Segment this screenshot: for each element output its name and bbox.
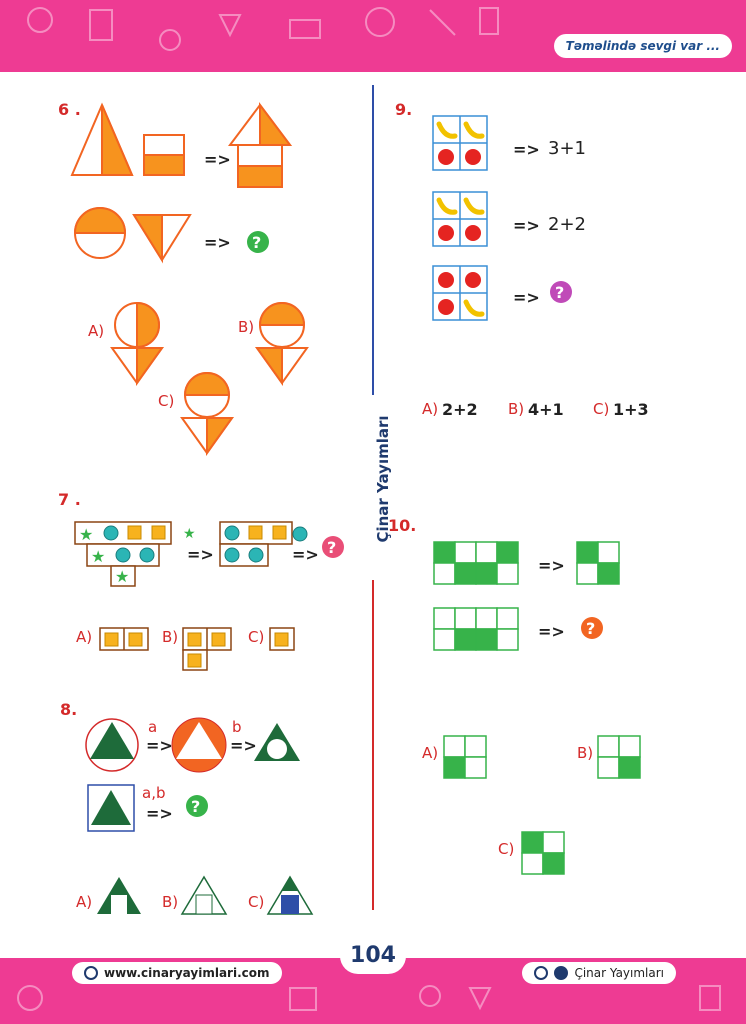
question-mark-icon: ? (247, 231, 269, 253)
q8-option-c-figure (266, 875, 314, 915)
question-mark-icon: ? (581, 617, 603, 639)
q10-option-a-figure (443, 735, 487, 779)
q8-label-b: b (232, 718, 242, 736)
q6-option-a-figure (110, 301, 164, 387)
q10-option-c[interactable]: C) (498, 840, 515, 858)
social-text: Çinar Yayımları (574, 966, 664, 980)
q10-number: 10. (388, 516, 417, 535)
q10-option-b-figure (597, 735, 641, 779)
q8-option-a[interactable]: A) (76, 893, 93, 911)
q8-option-c[interactable]: C) (248, 893, 265, 911)
website-link[interactable]: www.cinaryayimlari.com (72, 962, 282, 984)
q7-number: 7 . (58, 490, 81, 509)
svg-text:★: ★ (183, 526, 196, 542)
facebook-icon (554, 966, 569, 980)
q7-shapes: ★ ★ ★ ★ (79, 525, 308, 586)
svg-text:?: ? (555, 283, 564, 302)
q6-option-b-figure (255, 302, 309, 387)
q6-option-b[interactable]: B) (238, 318, 255, 336)
q8-label-ab: a,b (142, 784, 166, 802)
q8-number: 8. (60, 700, 78, 719)
svg-text:★: ★ (115, 567, 129, 586)
q6-option-c[interactable]: C) (158, 392, 175, 410)
q9-number: 9. (395, 100, 413, 119)
globe-icon (84, 966, 98, 980)
q10-option-a[interactable]: A) (422, 744, 439, 762)
q9-option-b-label[interactable]: B) (508, 400, 525, 418)
website-text: www.cinaryayimlari.com (104, 966, 270, 980)
q8-option-b[interactable]: B) (162, 893, 179, 911)
q9-option-a-value: 2+2 (442, 400, 478, 419)
q6-down-triangle (132, 214, 192, 264)
q8-triangle-circle (254, 723, 300, 761)
svg-text:★: ★ (91, 547, 105, 566)
q8-option-a-figure (97, 877, 141, 914)
q10-arrow-2: => (538, 622, 565, 641)
divider-top (372, 85, 374, 395)
q10-option-c-figure (521, 831, 565, 875)
doodle-pattern (27, 7, 499, 51)
q10-option-b[interactable]: B) (577, 744, 594, 762)
q8-option-b-figure (180, 875, 228, 915)
motto-badge: Təməlində sevgi var ... (553, 34, 732, 58)
q6-number: 6 . (58, 100, 81, 119)
divider-bottom (372, 580, 374, 910)
q6-option-a[interactable]: A) (88, 322, 105, 340)
q6-triangle-half (70, 102, 134, 176)
page-number: 104 (340, 938, 406, 974)
q9-option-a-label[interactable]: A) (422, 400, 439, 418)
q10-grids: ? (433, 541, 641, 875)
apple-icon (438, 149, 481, 315)
q9-option-c-label[interactable]: C) (593, 400, 610, 418)
q6-square-half (143, 134, 185, 176)
q7-option-c[interactable]: C) (248, 628, 265, 646)
q7-option-a[interactable]: A) (76, 628, 93, 646)
q7-arrow-1: => (187, 545, 214, 564)
q8-figures: ? (85, 717, 314, 915)
svg-text:★: ★ (79, 525, 93, 544)
svg-text:?: ? (586, 619, 595, 638)
q9-row-1-value: 3+1 (548, 138, 586, 159)
q9-grids (432, 115, 488, 321)
q8-square-triangle (87, 784, 135, 832)
q7-arrow-2: => (292, 545, 319, 564)
q6-arrow-1: => (204, 150, 231, 169)
svg-text:?: ? (191, 797, 200, 816)
doodle-pattern (17, 985, 721, 1011)
q8-arrow-2: => (230, 736, 257, 755)
q6-arrow-2: => (204, 233, 231, 252)
q8-circle-triangle (85, 718, 139, 772)
q9-arrow-2: => (513, 216, 540, 235)
q6-circle-half (73, 207, 127, 259)
question-mark-icon: ? (550, 281, 572, 303)
q9-arrow-1: => (513, 140, 540, 159)
q8-label-a: a (148, 718, 158, 736)
q10-arrow-1: => (538, 556, 565, 575)
q9-option-b-value: 4+1 (528, 400, 564, 419)
q7-option-b[interactable]: B) (162, 628, 179, 646)
question-mark-icon: ? (322, 536, 344, 558)
q8-arrow-1: => (146, 736, 173, 755)
question-mark-icon: ? (186, 795, 208, 817)
q7-figures: ★ ★ ★ ★ ? (74, 521, 344, 671)
header-band: Təməlində sevgi var ... (0, 0, 746, 72)
q9-arrow-3: => (513, 288, 540, 307)
q8-filled-circle-triangle (171, 717, 227, 773)
svg-text:?: ? (327, 538, 336, 557)
instagram-icon (534, 966, 549, 980)
svg-text:?: ? (252, 233, 261, 252)
q6-option-c-figure (180, 372, 234, 457)
social-link[interactable]: Çinar Yayımları (522, 962, 676, 984)
banana-icon (436, 121, 485, 317)
q9-row-2-value: 2+2 (548, 214, 586, 235)
q8-arrow-3: => (146, 804, 173, 823)
q6-house (228, 102, 292, 188)
q9-option-c-value: 1+3 (613, 400, 649, 419)
q6-figures: ? (70, 102, 309, 457)
